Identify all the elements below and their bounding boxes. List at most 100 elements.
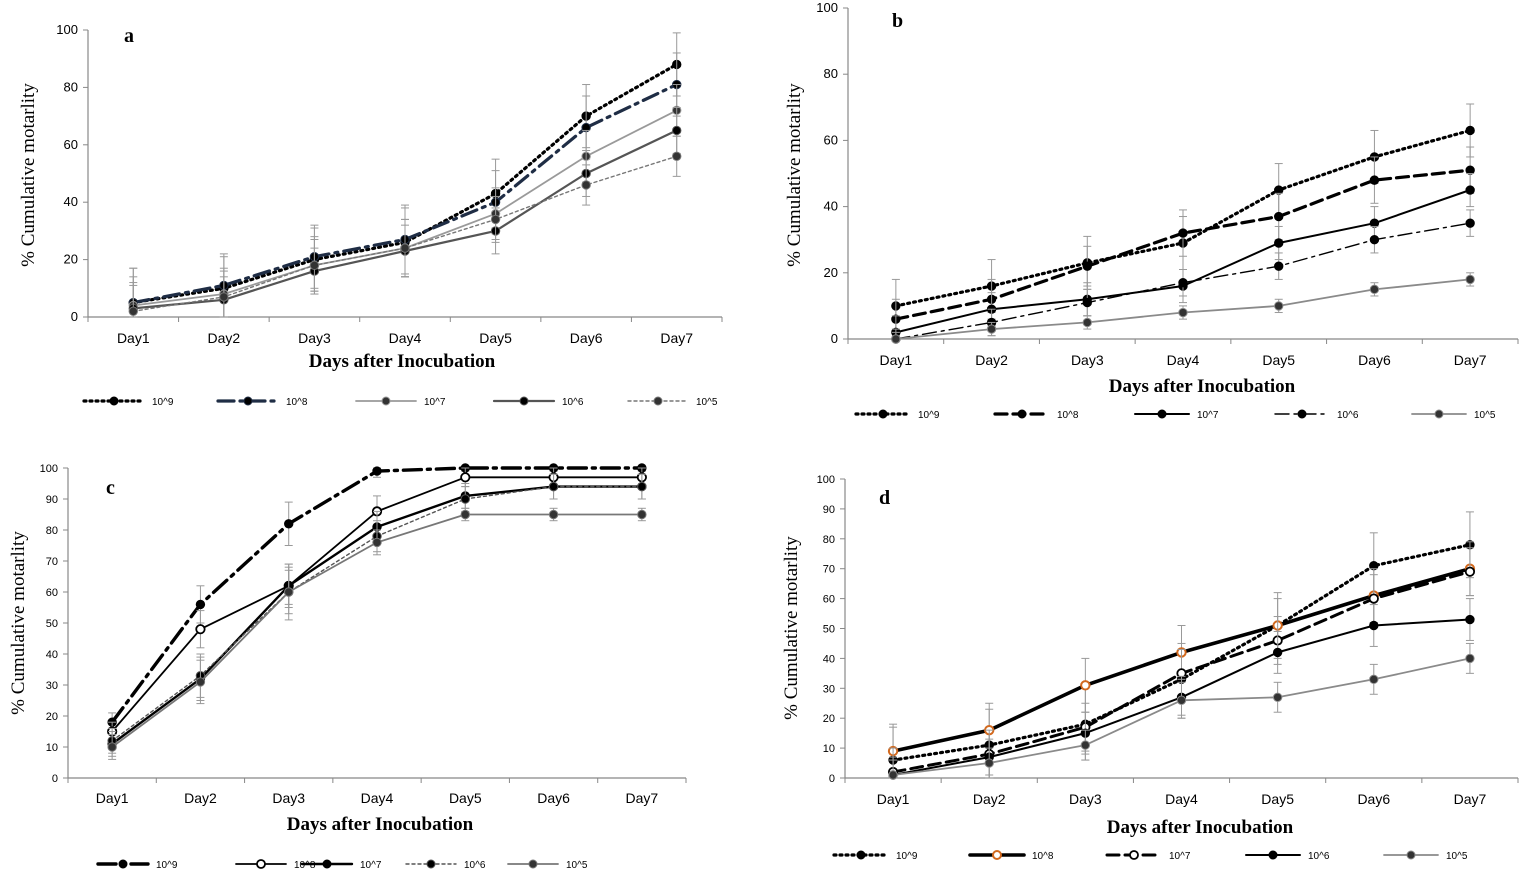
y-tick-label: 80 [824,66,838,81]
legend-label: 10^5 [696,397,718,408]
y-tick-label: 100 [817,474,835,486]
y-tick-label: 40 [823,653,835,665]
data-point [891,334,901,344]
x-tick-label: Day1 [880,352,913,368]
series-10^5 [891,272,1475,344]
panel-label: c [106,477,115,499]
data-point [460,509,470,520]
x-tick-label: Day1 [117,330,150,346]
y-tick-label: 60 [64,137,78,152]
y-tick-label: 100 [816,0,838,15]
x-tick-label: Day7 [626,790,659,806]
legend-marker [243,396,253,406]
data-point [672,151,682,161]
y-tick-label: 20 [46,711,58,723]
data-point [1082,317,1092,328]
data-point [1465,185,1475,195]
x-tick-label: Day7 [660,330,693,346]
data-point [372,466,382,476]
y-tick-label: 80 [64,79,78,94]
y-axis-title: % Cumulative motarlity [784,83,805,267]
legend-marker [1406,850,1416,860]
legend-label: 10^9 [156,860,178,871]
data-point [548,509,559,520]
data-point [1369,235,1380,245]
data-point [672,125,682,136]
y-tick-label: 60 [823,594,835,606]
x-tick-label: Day4 [389,330,422,346]
x-tick-label: Day6 [1357,791,1390,807]
data-point [1176,695,1187,705]
legend-label: 10^8 [1057,410,1079,421]
legend-label: 10^6 [464,860,486,871]
legend-label: 10^5 [1474,410,1496,421]
x-tick-label: Day3 [1069,791,1102,807]
data-point [1274,238,1284,248]
y-tick-label: 70 [823,564,835,576]
legend-marker [653,396,663,406]
legend-marker [381,396,391,406]
x-tick-label: Day7 [1454,352,1487,368]
data-point [1274,261,1284,271]
legend-label: 10^5 [1446,851,1468,862]
data-point [581,180,591,190]
legend-marker [992,850,1002,860]
legend-label: 10^9 [918,410,940,421]
y-tick-label: 80 [46,525,58,537]
legend-marker [1017,409,1027,419]
y-tick-label: 40 [46,649,58,661]
series-10^7 [128,84,682,318]
legend-label: 10^5 [566,860,588,871]
legend-label: 10^8 [1032,851,1054,862]
legend-marker [1297,409,1307,419]
x-tick-label: Day4 [1165,791,1198,807]
data-point [986,324,997,334]
data-point [1274,301,1284,311]
y-tick-label: 60 [824,132,838,147]
legend-marker [1434,409,1444,419]
y-tick-label: 30 [823,683,835,695]
y-tick-label: 40 [824,199,838,214]
y-tick-label: 10 [46,742,58,754]
y-tick-label: 30 [46,680,58,692]
data-point [548,481,559,492]
legend-label: 10^9 [152,397,174,408]
data-point [1178,228,1188,238]
panel-label: d [879,487,890,509]
y-tick-label: 100 [40,463,58,475]
chart-panel-b: 0 20 40 60 80 100 Day1 Day2 Day3 Day4 Day5 Day6 Day7… [784,0,1519,421]
data-point [637,481,647,492]
x-tick-label: Day4 [361,790,394,806]
series-10^7 [107,473,647,757]
data-point [1178,278,1188,288]
y-tick-label: 50 [46,618,58,630]
y-tick-label: 90 [823,504,835,516]
legend-label: 10^7 [1197,410,1219,421]
data-point [1465,274,1475,285]
x-tick-label: Day6 [570,330,603,346]
data-point [372,537,382,548]
y-tick-label: 0 [52,773,58,785]
data-point [1369,175,1380,185]
x-axis-title: Days after Inocubation [309,351,496,372]
legend-label: 10^6 [1308,851,1330,862]
data-point [400,243,410,253]
x-tick-label: Day3 [272,790,305,806]
data-point [284,587,294,597]
data-point [1369,284,1380,295]
legend-label: 10^8 [294,860,316,871]
y-axis-title: % Cumulative motarlity [781,536,802,720]
data-point [1178,307,1188,318]
chart-panel-a: 0 20 40 60 80 100 Day1 Day2 Day3 Day4 Day5 Day6 Day7… [18,22,723,408]
legend-marker [256,859,266,869]
x-tick-label: Day5 [1261,791,1294,807]
y-tick-label: 70 [46,556,58,568]
legend-marker [528,859,538,869]
data-point [128,306,138,316]
x-tick-label: Day3 [1071,352,1104,368]
data-point [195,624,206,635]
data-point [1274,211,1284,222]
series-10^5 [888,642,1475,780]
legend-label: 10^7 [1169,851,1191,862]
data-point [1368,593,1379,604]
